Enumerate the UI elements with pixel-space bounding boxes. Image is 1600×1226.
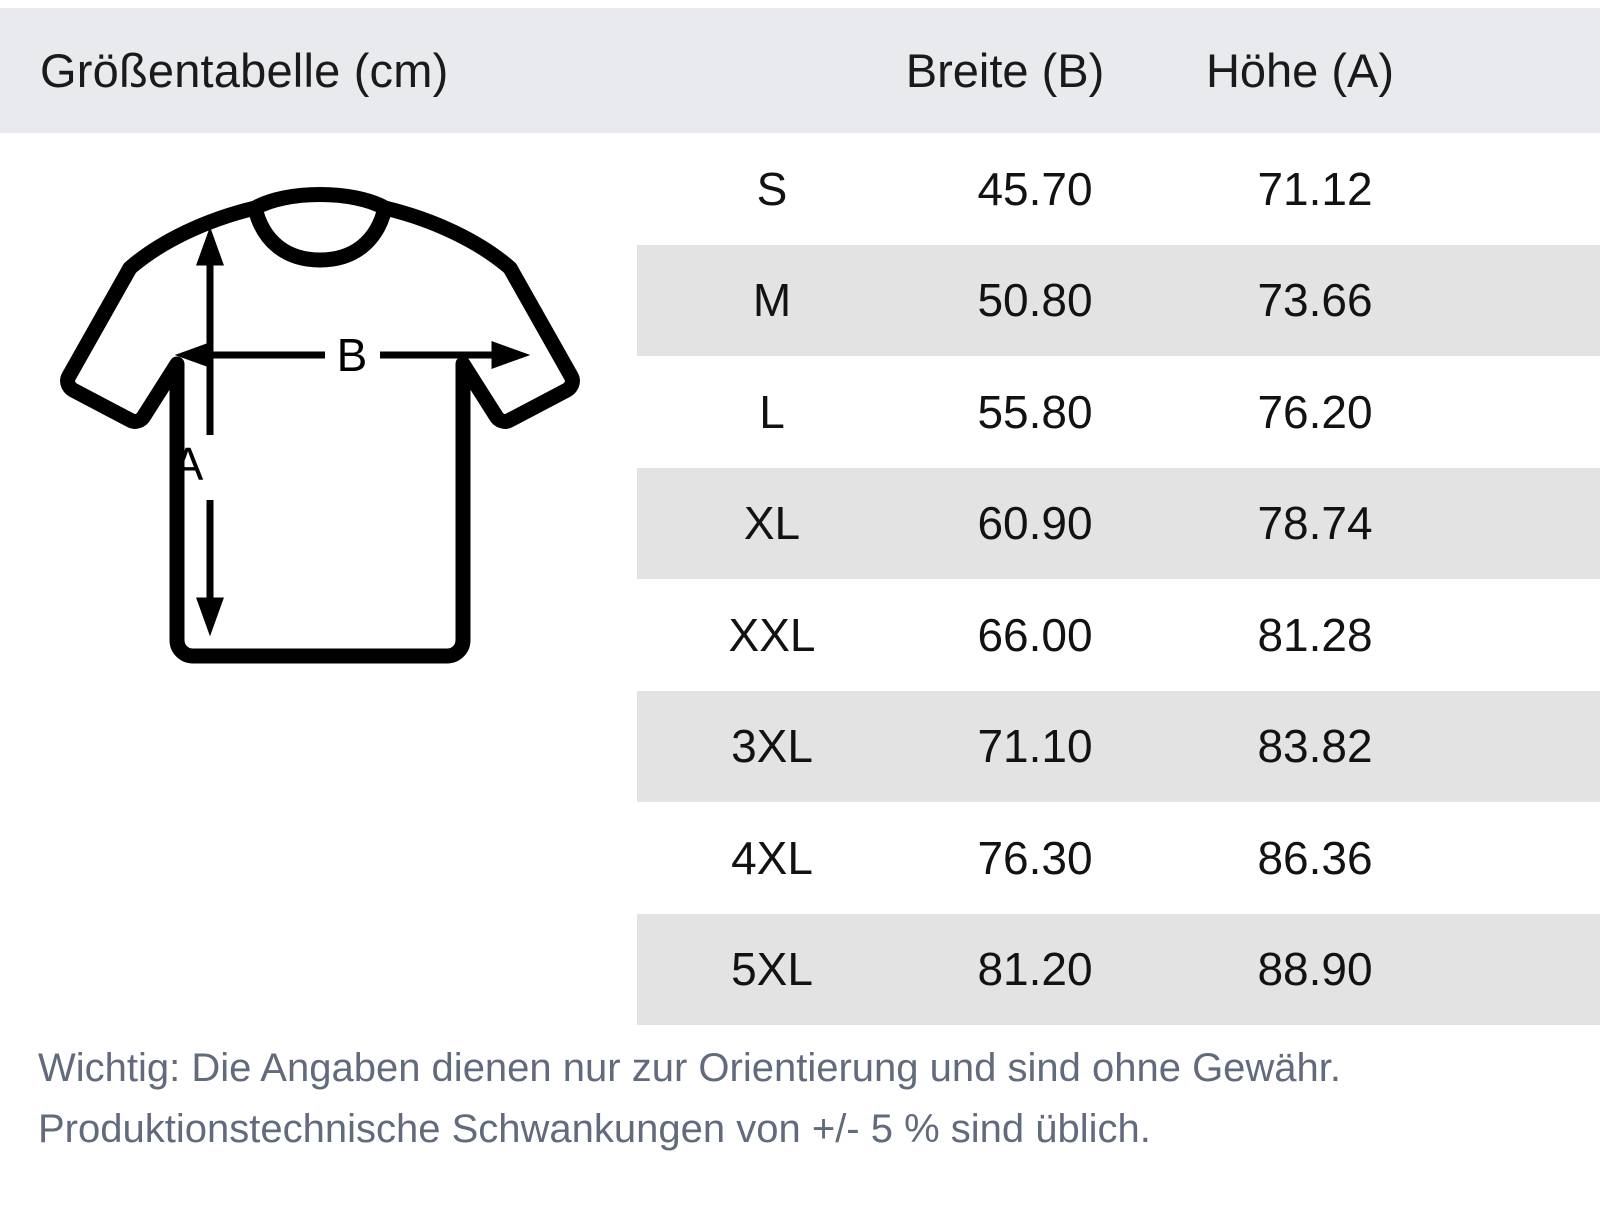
cell-height: 83.82 — [1257, 720, 1373, 773]
cell-height: 86.36 — [1257, 831, 1373, 884]
cell-height: 81.28 — [1257, 608, 1373, 661]
header-band — [0, 8, 1600, 133]
width-measure-arrow — [174, 341, 531, 369]
row-background — [637, 244, 1600, 356]
size-table: S 45.70 71.12 M 50.80 73.66 L 55.80 76.20 XL 60.90… — [0, 133, 1600, 1025]
table-row: 3XL 71.10 83.82 — [0, 690, 1600, 802]
row-background — [637, 690, 1600, 802]
page-title: Größentabelle (cm) — [40, 44, 449, 97]
cell-width: 81.20 — [977, 943, 1093, 996]
footnote-line-2: Produktionstechnische Schwankungen von +… — [38, 1107, 1151, 1151]
cell-width: 60.90 — [977, 497, 1093, 550]
cell-width: 50.80 — [977, 274, 1093, 327]
cell-width: 45.70 — [977, 162, 1093, 215]
cell-size: L — [759, 385, 785, 438]
cell-size: 3XL — [731, 720, 813, 773]
width-label: B — [337, 329, 368, 381]
cell-height: 78.74 — [1257, 497, 1373, 550]
height-label: A — [173, 438, 204, 490]
table-row: L 55.80 76.20 — [0, 356, 1600, 468]
cell-height: 73.66 — [1257, 274, 1373, 327]
cell-size: 5XL — [731, 943, 813, 996]
cell-size: S — [756, 162, 788, 215]
column-header-height: Höhe (A) — [1205, 44, 1395, 97]
cell-width: 66.00 — [977, 608, 1093, 661]
footnote: Wichtig: Die Angaben dienen nur zur Orie… — [38, 1038, 1578, 1160]
table-row: XL 60.90 78.74 — [0, 467, 1600, 579]
footnote-line-1: Wichtig: Die Angaben dienen nur zur Orie… — [38, 1046, 1342, 1090]
table-row: M 50.80 73.66 — [0, 244, 1600, 356]
tshirt-outline-icon — [60, 187, 580, 664]
table-row: 5XL 81.20 88.90 — [0, 913, 1600, 1025]
cell-width: 71.10 — [977, 720, 1093, 773]
cell-height: 76.20 — [1257, 385, 1373, 438]
table-row: S 45.70 71.12 — [0, 133, 1600, 245]
cell-width: 55.80 — [977, 385, 1093, 438]
table-row: XXL 66.00 81.28 — [0, 579, 1600, 691]
cell-size: M — [752, 274, 792, 327]
cell-height: 71.12 — [1257, 162, 1373, 215]
cell-width: 76.30 — [977, 831, 1093, 884]
cell-size: 4XL — [731, 831, 813, 884]
table-row: 4XL 76.30 86.36 — [0, 802, 1600, 914]
row-background — [637, 467, 1600, 579]
row-background — [637, 913, 1600, 1025]
cell-height: 88.90 — [1257, 943, 1373, 996]
cell-size: XXL — [728, 608, 816, 661]
cell-size: XL — [743, 497, 801, 550]
column-header-width: Breite (B) — [905, 44, 1105, 97]
tshirt-diagram: A B — [55, 180, 585, 680]
